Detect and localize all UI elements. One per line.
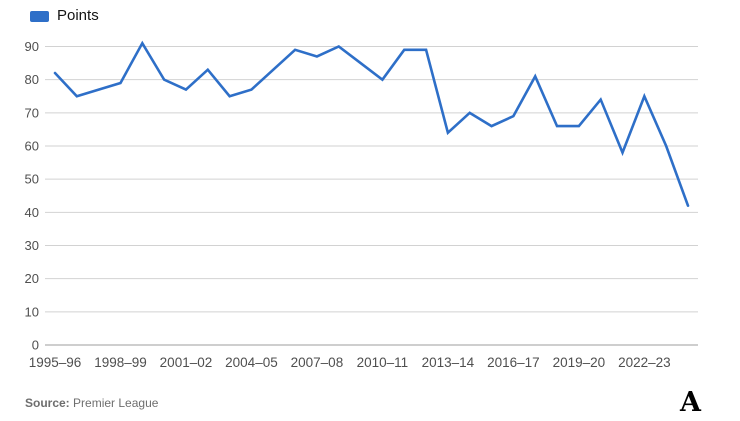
y-tick-label: 90 xyxy=(25,39,39,54)
points-line xyxy=(53,40,690,207)
legend: Points xyxy=(30,8,99,24)
y-tick-label: 60 xyxy=(25,139,39,154)
x-tick-label: 2007–08 xyxy=(291,355,344,370)
x-tick-label: 1995–96 xyxy=(29,355,82,370)
y-tick-label: 70 xyxy=(25,105,39,120)
x-tick-label: 2013–14 xyxy=(422,355,475,370)
y-tick-label: 80 xyxy=(25,72,39,87)
x-tick-label: 1998–99 xyxy=(94,355,147,370)
y-tick-label: 30 xyxy=(25,238,39,253)
y-tick-label: 10 xyxy=(25,304,39,319)
source-line: Source: Premier League xyxy=(25,396,158,410)
source-value: Premier League xyxy=(73,396,159,410)
publisher-logo-icon: A xyxy=(680,387,701,418)
y-tick-label: 0 xyxy=(32,338,39,353)
x-tick-label: 2010–11 xyxy=(357,355,409,370)
y-tick-label: 40 xyxy=(25,205,39,220)
line-chart: 0 10 20 30 40 50 60 70 80 90 1995–96 1998–99 2001–02… xyxy=(25,39,698,370)
x-tick-label: 2019–20 xyxy=(553,355,606,370)
x-tick-label: 2016–17 xyxy=(487,355,540,370)
x-tick-label: 2001–02 xyxy=(160,355,213,370)
x-tick-label: 2022–23 xyxy=(618,355,671,370)
y-tick-label: 50 xyxy=(25,172,39,187)
footer: Source: Premier League A xyxy=(25,387,715,418)
source-label: Source: xyxy=(25,396,70,410)
legend-label: Points xyxy=(57,7,99,24)
legend-swatch-icon xyxy=(30,10,49,22)
y-tick-label: 20 xyxy=(25,271,39,286)
x-tick-label: 2004–05 xyxy=(225,355,278,370)
